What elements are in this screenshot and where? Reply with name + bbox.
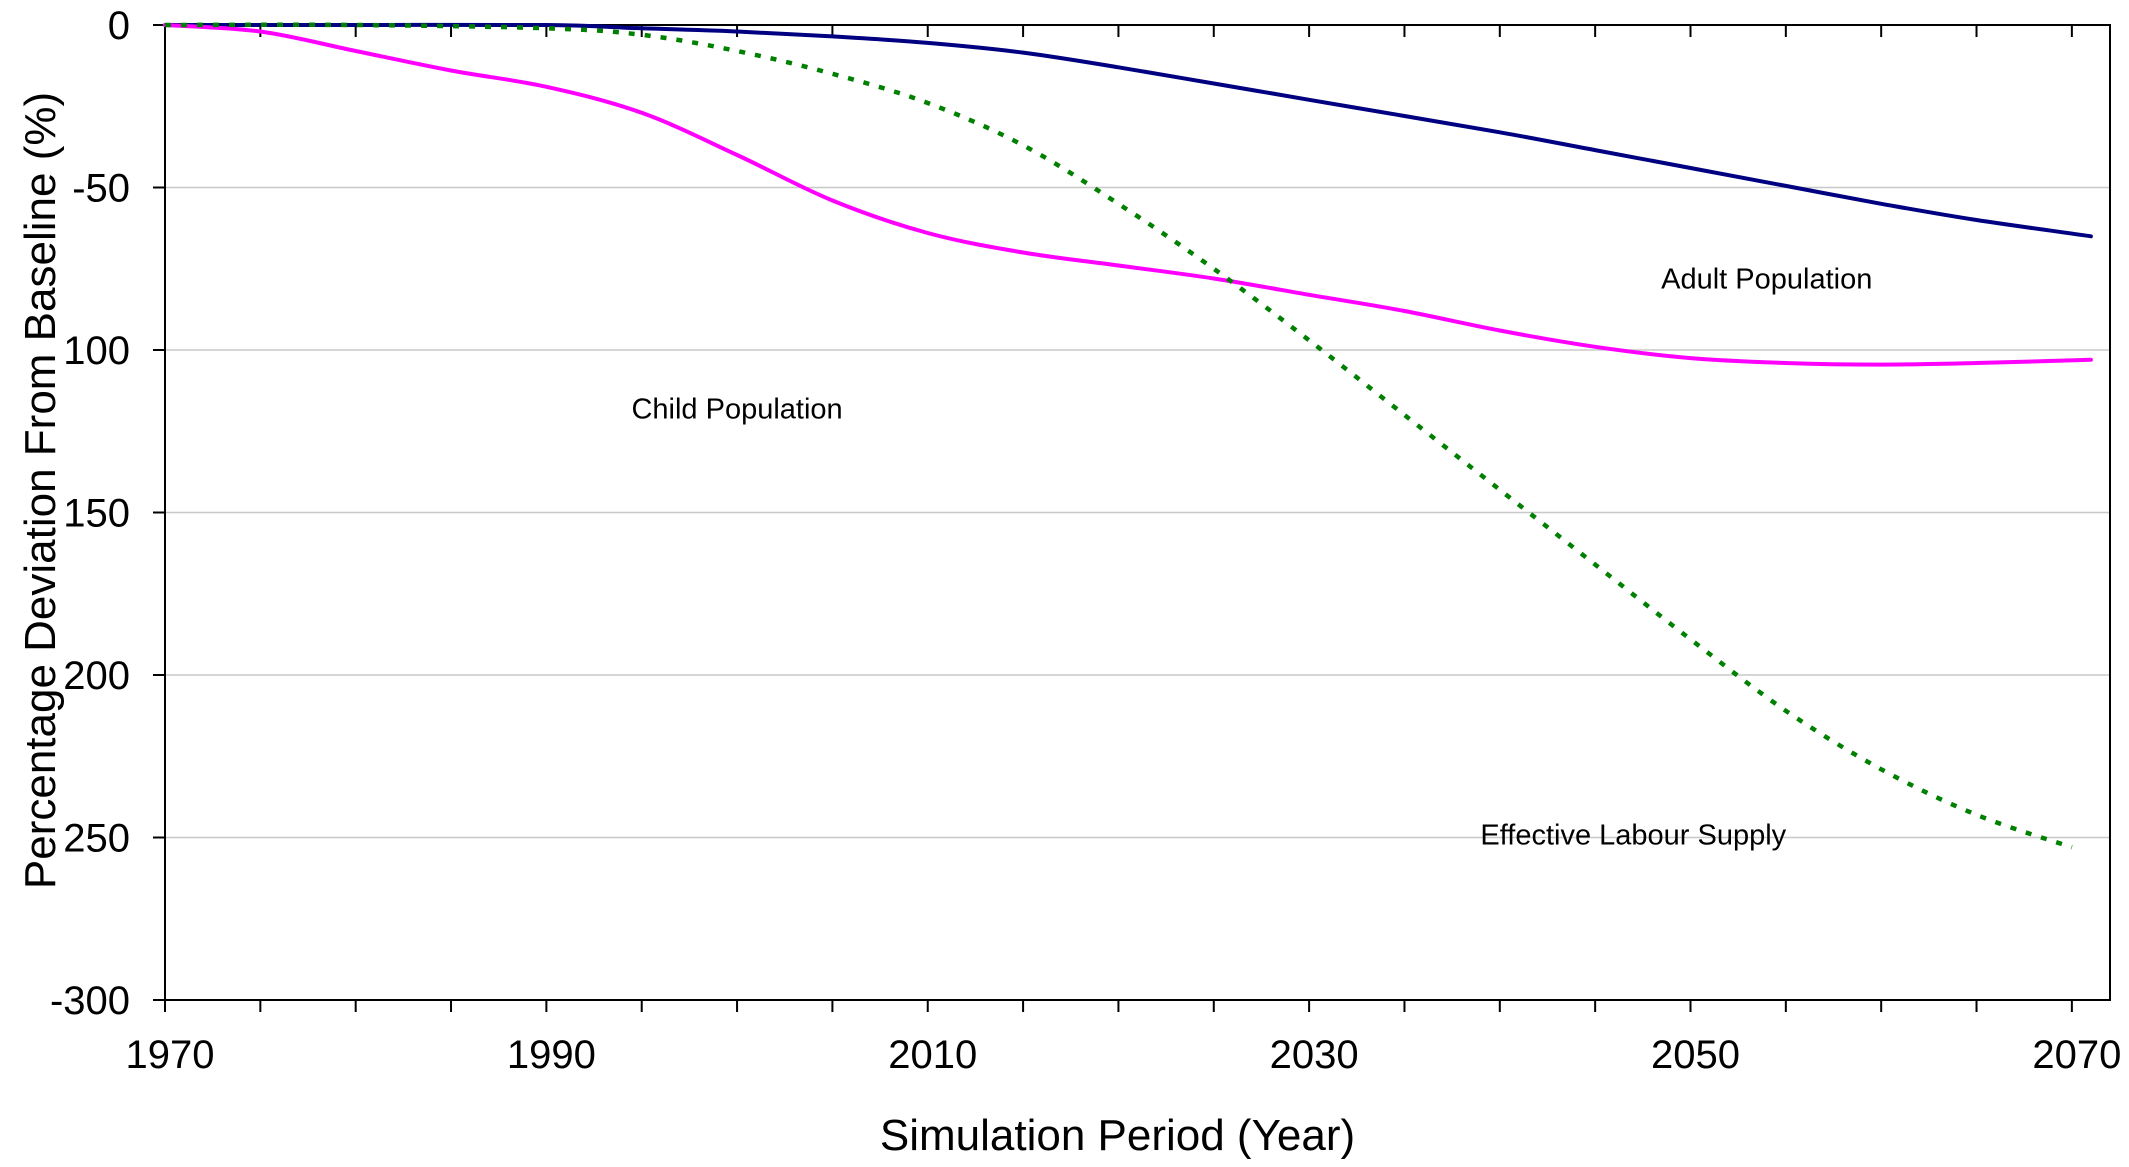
y-axis-ticks — [153, 24, 165, 1001]
series-annotation: Effective Labour Supply — [1480, 819, 1786, 851]
y-tick-label: 250 — [63, 817, 130, 861]
y-axis-tick-labels: 0 -50 100 150 200 250 -300 — [50, 4, 130, 1023]
x-tick-label: 1970 — [126, 1033, 215, 1077]
x-tick-label: 2010 — [888, 1033, 977, 1077]
y-axis-title: Percentage Deviation From Baseline (%) — [16, 92, 65, 889]
y-tick-label: -300 — [50, 979, 130, 1023]
y-tick-label: 100 — [63, 329, 130, 373]
y-tick-label: 200 — [63, 654, 130, 698]
x-tick-label: 2070 — [2032, 1033, 2121, 1077]
x-axis-title: Simulation Period (Year) — [880, 1111, 1355, 1160]
series-annotation: Adult Population — [1661, 264, 1872, 296]
series-annotations: Adult Population Child Population Effectiv… — [631, 264, 1872, 852]
y-tick-label: 0 — [108, 4, 130, 48]
series-line-child-population — [163, 23, 2093, 367]
series-line-adult-population — [163, 22, 2093, 239]
x-tick-label: 2050 — [1651, 1033, 1740, 1077]
x-tick-label: 2030 — [1270, 1033, 1359, 1077]
x-axis-ticks — [164, 25, 2073, 1012]
x-axis-tick-labels: 1970 1990 2010 2030 2050 2070 — [126, 1033, 2122, 1077]
y-tick-label: 150 — [63, 492, 130, 536]
y-tick-label: -50 — [72, 167, 130, 211]
series-lines — [163, 22, 2093, 850]
x-tick-label: 1990 — [507, 1033, 596, 1077]
series-line-effective-labour-supply — [164, 22, 2073, 850]
series-annotation: Child Population — [631, 394, 842, 426]
